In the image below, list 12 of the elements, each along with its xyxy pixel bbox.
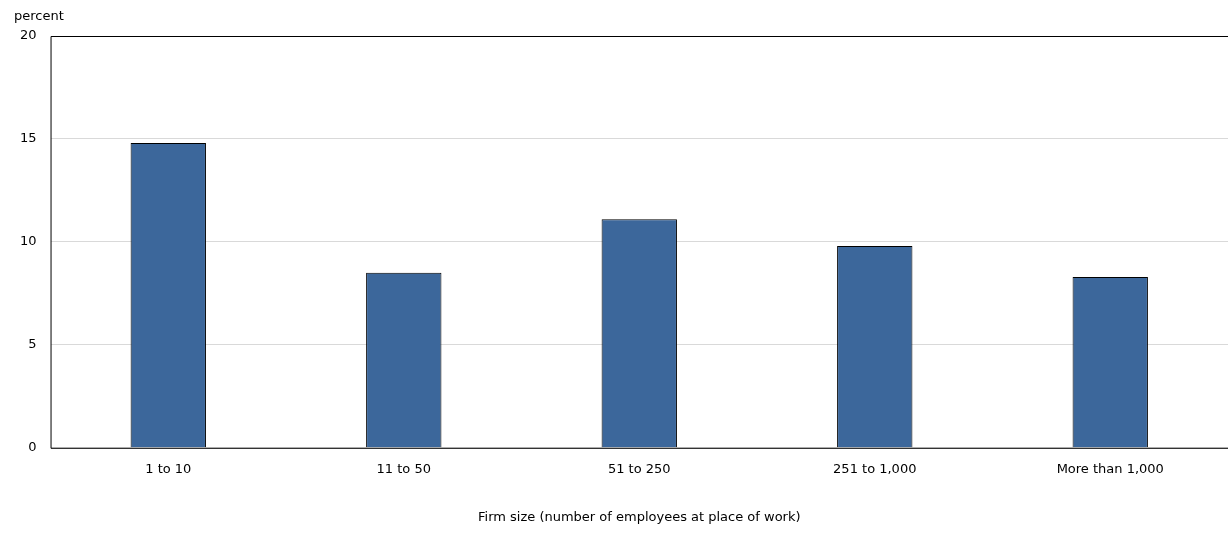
x-axis-title: Firm size (number of employees at place of work) [477,508,801,524]
x-tick-label: 11 to 50 [376,460,431,476]
x-tick-label: 51 to 250 [607,460,671,476]
x-tick-label: 251 to 1,000 [833,460,917,476]
x-tick-label: 1 to 10 [145,460,192,476]
x-tick-label: More than 1,000 [1056,460,1164,476]
y-tick-label: 0 [28,439,37,455]
y-tick-label: 15 [20,130,37,146]
y-tick-label: 5 [28,336,37,352]
y-tick-label: 10 [20,233,37,249]
y-axis-title: percent [14,8,64,23]
y-tick-label: 20 [20,27,37,43]
